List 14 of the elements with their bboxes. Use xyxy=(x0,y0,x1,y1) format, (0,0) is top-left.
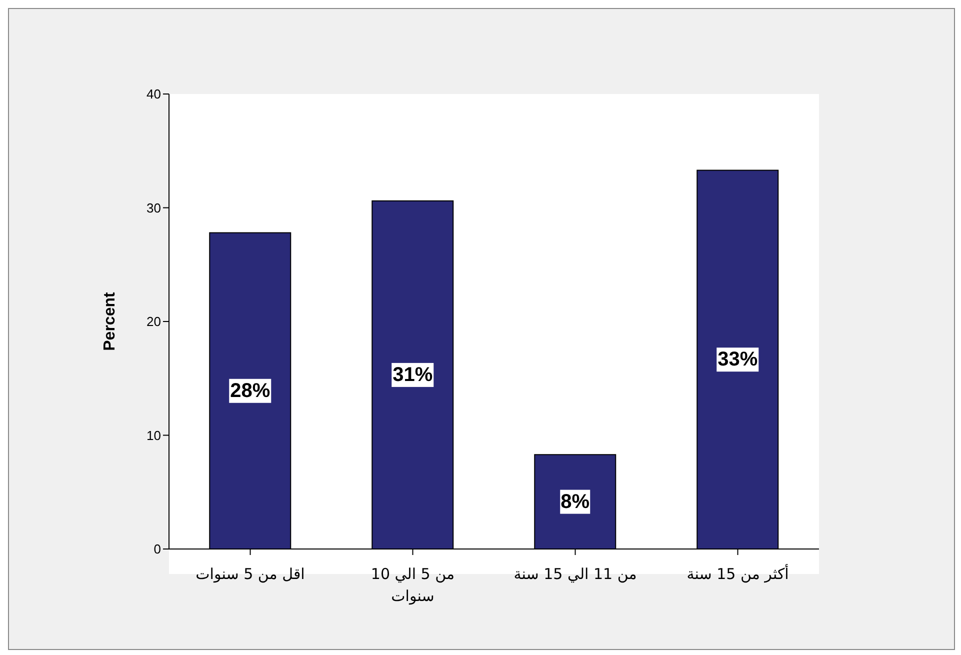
y-tick-label: 20 xyxy=(146,314,161,330)
x-tick-label: من 5 الي 10 سنوات xyxy=(370,565,455,605)
x-tick-label: أكثر من 15 سنة xyxy=(686,564,789,583)
y-tick-label: 0 xyxy=(154,542,161,557)
x-tick-label: اقل من 5 سنوات xyxy=(196,565,305,583)
y-tick-label: 40 xyxy=(146,86,161,102)
y-tick-label: 30 xyxy=(146,200,161,216)
data-label: 28% xyxy=(230,380,270,402)
y-tick-label: 10 xyxy=(146,428,161,443)
x-tick-label: من 11 الي 15 سنة xyxy=(514,565,637,583)
data-label: 33% xyxy=(718,348,758,371)
y-axis-title: Percent xyxy=(102,291,119,351)
data-label: 8% xyxy=(560,490,590,513)
data-label: 31% xyxy=(392,364,433,386)
